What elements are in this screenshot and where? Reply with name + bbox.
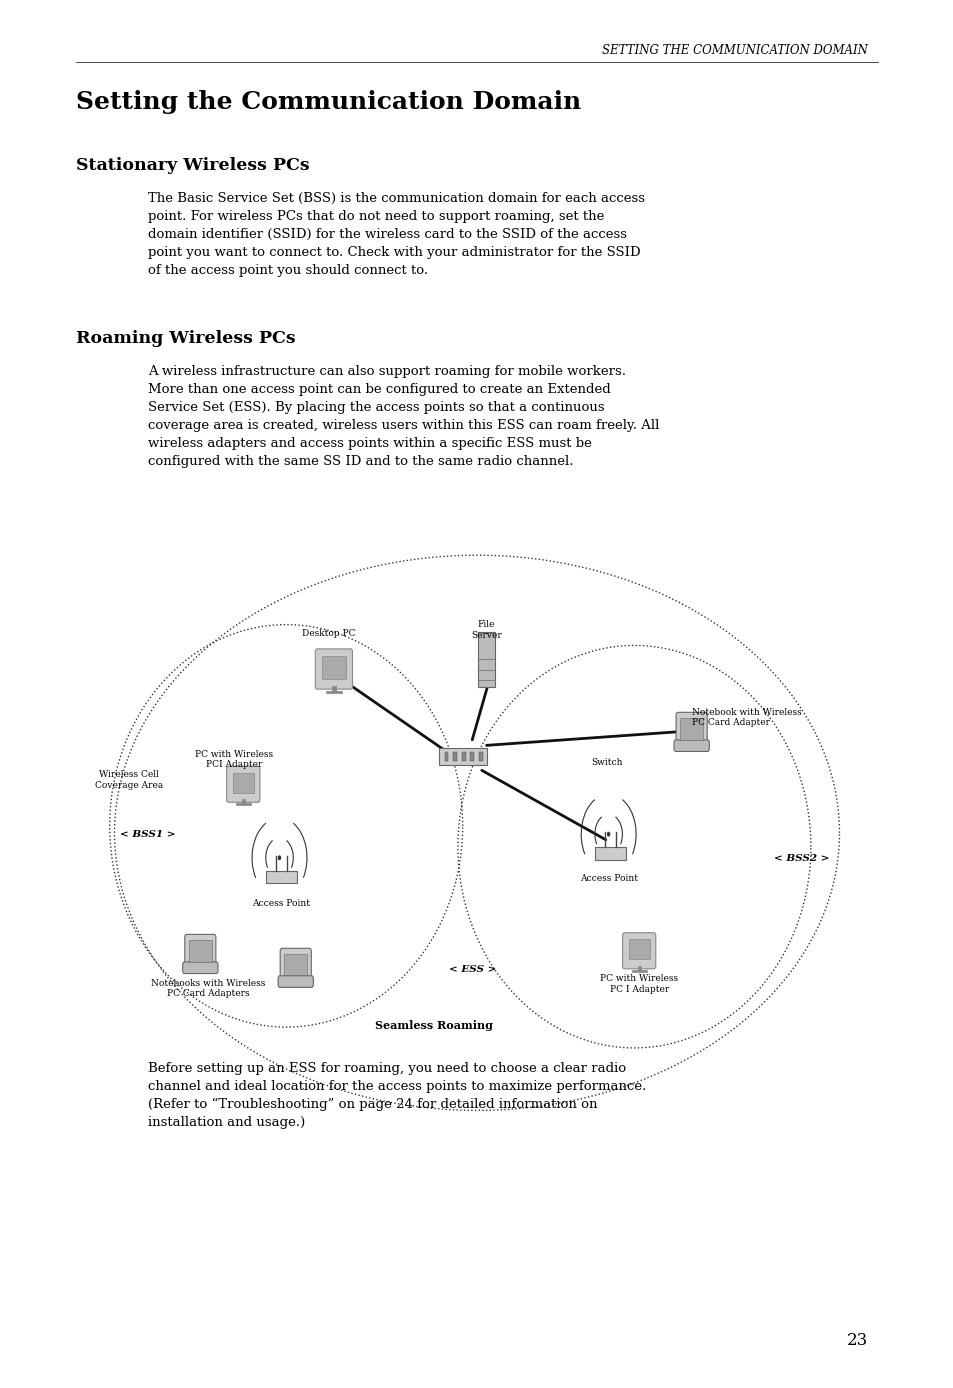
Bar bbox=[478, 752, 482, 761]
Text: < ESS >: < ESS > bbox=[448, 965, 496, 973]
Bar bbox=[453, 752, 456, 761]
FancyBboxPatch shape bbox=[673, 740, 709, 751]
Text: Wireless Cell
Coverage Area: Wireless Cell Coverage Area bbox=[94, 770, 163, 790]
Text: Notebook with Wireless
PC Card Adapter: Notebook with Wireless PC Card Adapter bbox=[691, 708, 801, 727]
Text: < BSS2 >: < BSS2 > bbox=[773, 854, 828, 862]
Bar bbox=[461, 752, 465, 761]
Bar bbox=[628, 940, 649, 959]
Text: Roaming Wireless PCs: Roaming Wireless PCs bbox=[76, 330, 295, 347]
FancyBboxPatch shape bbox=[227, 766, 259, 802]
FancyBboxPatch shape bbox=[185, 934, 215, 967]
FancyBboxPatch shape bbox=[314, 648, 352, 688]
Text: File
Server: File Server bbox=[471, 620, 501, 640]
Bar bbox=[332, 686, 335, 691]
Text: A wireless infrastructure can also support roaming for mobile workers.
More than: A wireless infrastructure can also suppo… bbox=[148, 365, 659, 468]
Bar bbox=[321, 657, 345, 679]
Text: Before setting up an ESS for roaming, you need to choose a clear radio
channel a: Before setting up an ESS for roaming, yo… bbox=[148, 1062, 645, 1130]
Text: The Basic Service Set (BSS) is the communication domain for each access
point. F: The Basic Service Set (BSS) is the commu… bbox=[148, 192, 644, 276]
FancyBboxPatch shape bbox=[182, 962, 217, 973]
Text: < BSS1 >: < BSS1 > bbox=[120, 830, 175, 838]
Bar bbox=[266, 872, 296, 884]
Text: Access Point: Access Point bbox=[579, 874, 637, 883]
Bar bbox=[470, 752, 474, 761]
Bar bbox=[438, 748, 486, 765]
Text: Access Point: Access Point bbox=[253, 899, 310, 908]
Text: PC with Wireless
PC I Adapter: PC with Wireless PC I Adapter bbox=[599, 974, 678, 994]
Bar bbox=[595, 847, 625, 859]
Bar bbox=[325, 691, 342, 693]
Bar bbox=[444, 752, 448, 761]
Bar bbox=[631, 970, 646, 972]
FancyBboxPatch shape bbox=[622, 933, 655, 969]
Text: SETTING THE COMMUNICATION DOMAIN: SETTING THE COMMUNICATION DOMAIN bbox=[601, 44, 867, 57]
Text: PC with Wireless
PCI Adapter: PC with Wireless PCI Adapter bbox=[194, 750, 273, 769]
Bar bbox=[233, 773, 253, 793]
Bar bbox=[235, 804, 251, 805]
FancyBboxPatch shape bbox=[280, 948, 311, 981]
Bar bbox=[189, 940, 212, 962]
FancyBboxPatch shape bbox=[676, 712, 706, 745]
Bar bbox=[477, 632, 495, 687]
Text: Switch: Switch bbox=[591, 758, 622, 766]
Text: 23: 23 bbox=[846, 1332, 867, 1349]
Bar bbox=[241, 799, 245, 804]
Text: Desktop PC: Desktop PC bbox=[302, 629, 355, 637]
Circle shape bbox=[277, 855, 281, 861]
Bar bbox=[637, 966, 640, 970]
Circle shape bbox=[606, 831, 610, 837]
Bar bbox=[284, 954, 307, 976]
Text: Stationary Wireless PCs: Stationary Wireless PCs bbox=[76, 157, 310, 174]
Bar bbox=[679, 718, 702, 740]
Text: Setting the Communication Domain: Setting the Communication Domain bbox=[76, 90, 581, 114]
Text: Seamless Roaming: Seamless Roaming bbox=[375, 1020, 493, 1031]
FancyBboxPatch shape bbox=[278, 976, 313, 987]
Text: Notebooks with Wireless
PC Card Adapters: Notebooks with Wireless PC Card Adapters bbox=[151, 979, 265, 998]
